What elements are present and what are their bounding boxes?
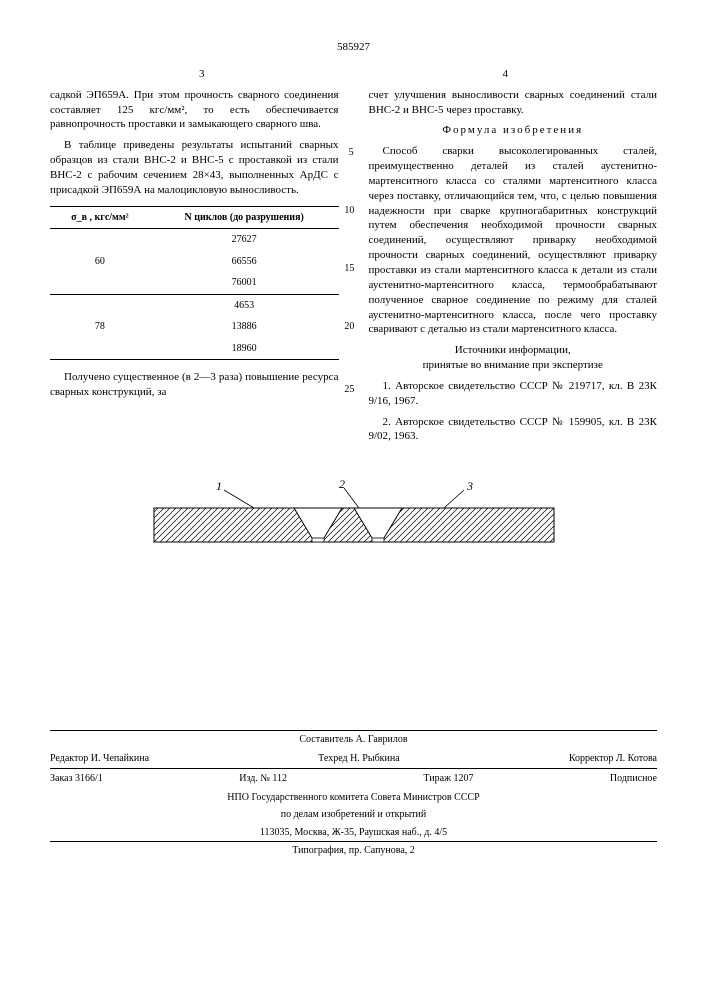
left-column: садкой ЭП659А. При этом прочность сварно… xyxy=(50,88,339,451)
right-p2: Способ сварки высоколегированных сталей,… xyxy=(369,144,658,337)
cell: 60 xyxy=(50,229,150,295)
cell: 78 xyxy=(50,294,150,360)
right-p1: счет улучшения выносливости сварных соед… xyxy=(369,88,658,118)
th-sigma: σ_в , кгс/мм² xyxy=(50,206,150,229)
org1: НПО Государственного комитета Совета Мин… xyxy=(50,789,657,807)
fig-label-2: 2 xyxy=(339,480,345,491)
left-p3: Получено существенное (в 2—3 раза) повыш… xyxy=(50,370,339,400)
th-cycles: N циклов (до разрушения) xyxy=(150,206,339,229)
line-num: 15 xyxy=(344,262,354,276)
sub: Подписное xyxy=(610,772,657,786)
line-num: 25 xyxy=(344,383,354,397)
line-num: 20 xyxy=(344,320,354,334)
tech-editor: Техред Н. Рыбкина xyxy=(318,752,400,766)
tirazh: Тираж 1207 xyxy=(423,772,473,786)
col-num-left: 3 xyxy=(199,67,205,82)
line-num: 10 xyxy=(344,204,354,218)
corrector: Корректор Л. Котова xyxy=(569,752,657,766)
doc-number: 585927 xyxy=(50,40,657,55)
weld-figure: 1 2 3 xyxy=(50,480,657,570)
fig-label-3: 3 xyxy=(466,480,473,493)
fig-label-1: 1 xyxy=(216,480,222,493)
src2: 2. Авторское свидетельство СССР № 159905… xyxy=(369,415,658,445)
src1: 1. Авторское свидетельство СССР № 219717… xyxy=(369,379,658,409)
claims-title: Формула изобретения xyxy=(369,123,658,138)
order: Заказ 3166/1 xyxy=(50,772,103,786)
cell: 27627 xyxy=(150,229,339,251)
editor: Редактор И. Чепайкина xyxy=(50,752,149,766)
line-num: 5 xyxy=(349,146,354,160)
col-num-right: 4 xyxy=(503,67,509,82)
compiler: Составитель А. Гаврилов xyxy=(50,731,657,749)
sources-title: Источники информации, xyxy=(369,343,658,358)
typography: Типография, пр. Сапунова, 2 xyxy=(50,842,657,860)
org2: по делам изобретений и открытий xyxy=(50,806,657,824)
results-table: σ_в , кгс/мм² N циклов (до разрушения) 6… xyxy=(50,206,339,361)
cell: 66556 xyxy=(150,251,339,273)
cell: 18960 xyxy=(150,338,339,360)
addr: 113035, Москва, Ж-35, Раушская наб., д. … xyxy=(50,824,657,842)
izd: Изд. № 112 xyxy=(239,772,287,786)
left-p2: В таблице приведены результаты испытаний… xyxy=(50,138,339,197)
right-column: счет улучшения выносливости сварных соед… xyxy=(369,88,658,451)
cell: 76001 xyxy=(150,272,339,294)
sources-sub: принятые во внимание при экспертизе xyxy=(369,358,658,373)
cell: 4653 xyxy=(150,294,339,316)
cell: 13886 xyxy=(150,316,339,338)
left-p1: садкой ЭП659А. При этом прочность сварно… xyxy=(50,88,339,133)
footer: Составитель А. Гаврилов Редактор И. Чепа… xyxy=(50,730,657,860)
